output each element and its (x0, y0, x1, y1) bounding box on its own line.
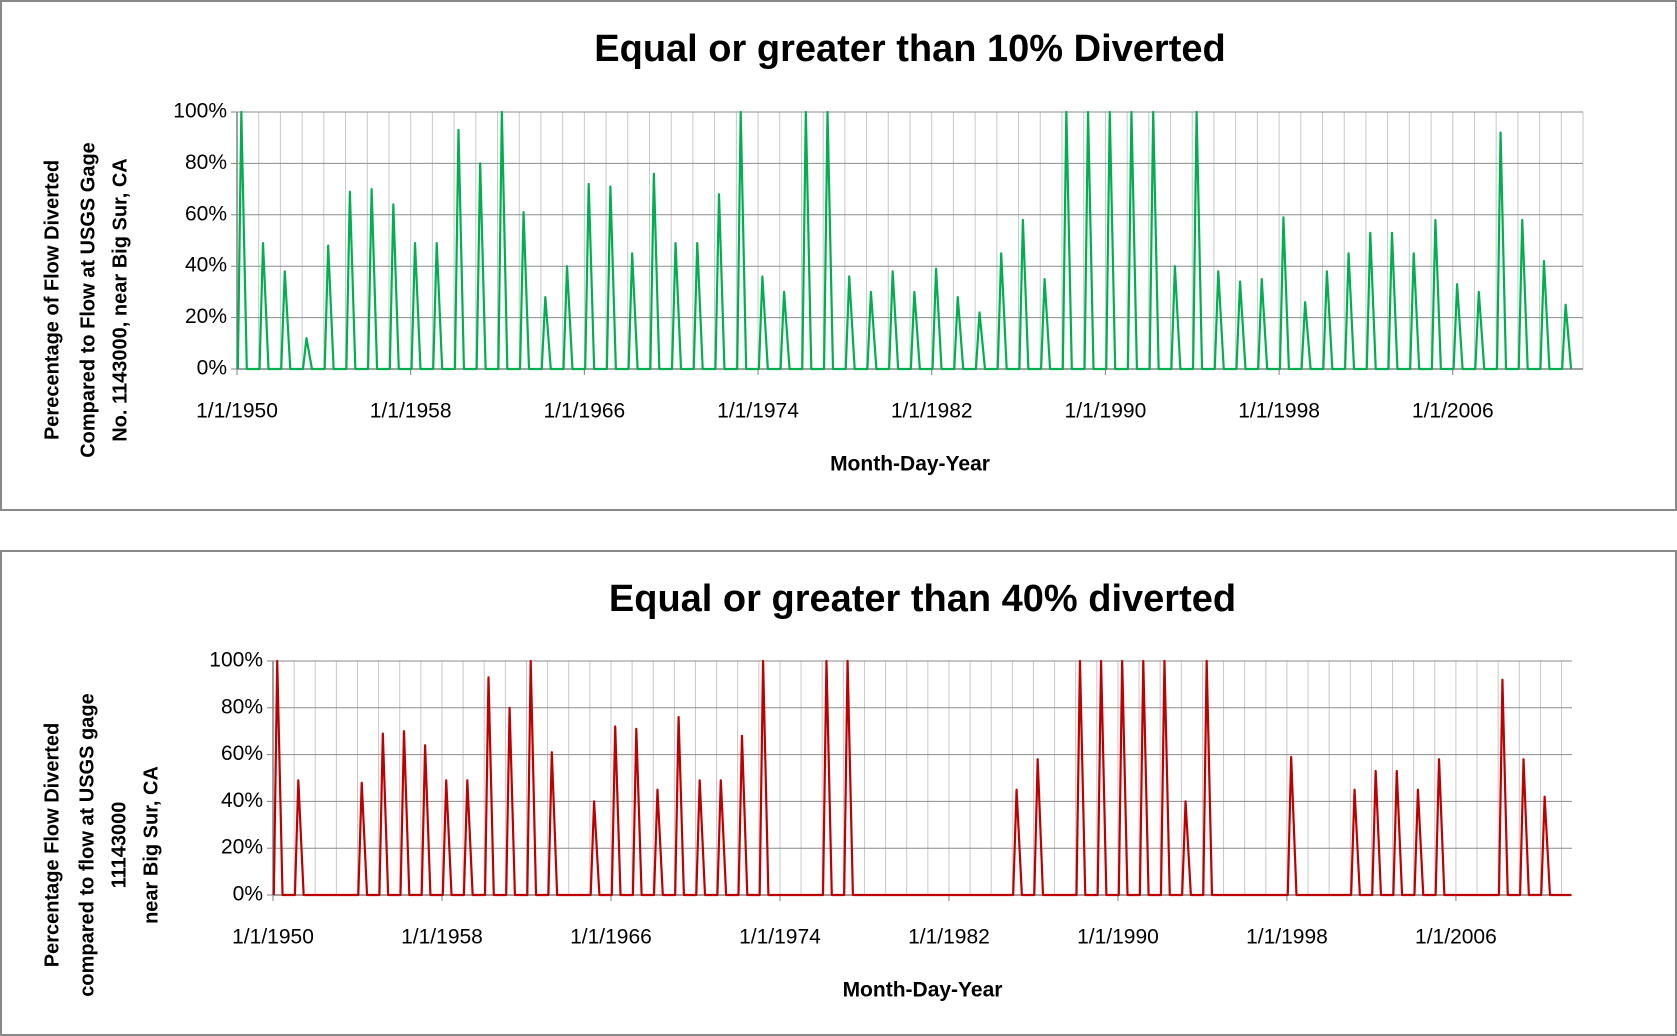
x-tick-label: 1/1/1990 (1077, 926, 1159, 949)
y-axis-label: Compared to Flow at USGS Gage (77, 142, 99, 458)
x-tick-label: 1/1/1998 (1246, 926, 1328, 949)
x-tick-label: 1/1/1958 (370, 400, 452, 423)
y-tick-label: 100% (209, 649, 263, 672)
chart-title: Equal or greater than 10% Diverted (594, 28, 1225, 70)
x-tick-label: 1/1/2006 (1415, 926, 1497, 949)
y-axis-label: near Big Sur, CA (140, 766, 162, 924)
x-tick-label: 1/1/1958 (401, 926, 483, 949)
x-tick-label: 1/1/1982 (891, 400, 973, 423)
panel-frame (0, 0, 1677, 511)
y-tick-label: 0% (197, 357, 227, 380)
y-tick-label: 60% (185, 202, 227, 225)
y-tick-label: 80% (221, 695, 263, 718)
chart-title: Equal or greater than 40% diverted (609, 578, 1236, 620)
data-line (236, 110, 1573, 371)
x-tick-label: 1/1/1966 (570, 926, 652, 949)
x-tick-label: 1/1/1974 (739, 926, 821, 949)
y-axis-label: Percentage Flow Diverted (41, 723, 63, 968)
y-tick-label: 20% (185, 305, 227, 328)
x-tick-label: 1/1/1998 (1238, 400, 1320, 423)
x-tick-label: 1/1/1990 (1065, 400, 1147, 423)
y-axis-label: Perecentage of Flow Diverted (41, 160, 63, 440)
y-tick-label: 40% (221, 789, 263, 812)
x-tick-label: 1/1/1974 (717, 400, 799, 423)
x-axis-label: Month-Day-Year (843, 979, 1003, 1002)
x-tick-label: 1/1/1966 (543, 400, 625, 423)
y-tick-label: 20% (221, 836, 263, 859)
y-tick-label: 60% (221, 742, 263, 765)
y-axis-label: 11143000 (108, 802, 130, 889)
y-tick-label: 80% (185, 151, 227, 174)
x-tick-label: 1/1/1950 (196, 400, 278, 423)
y-tick-label: 40% (185, 254, 227, 277)
y-tick-label: 100% (173, 100, 227, 123)
x-axis-label: Month-Day-Year (830, 453, 990, 476)
data-line (272, 659, 1572, 897)
x-tick-label: 1/1/1950 (232, 926, 314, 949)
x-tick-label: 1/1/2006 (1412, 400, 1494, 423)
y-tick-label: 0% (233, 883, 263, 906)
y-axis-label: No. 1143000, near Big Sur, CA (109, 158, 131, 441)
x-tick-label: 1/1/1982 (908, 926, 990, 949)
y-axis-label: compared to flow at USGS gage (76, 693, 98, 996)
